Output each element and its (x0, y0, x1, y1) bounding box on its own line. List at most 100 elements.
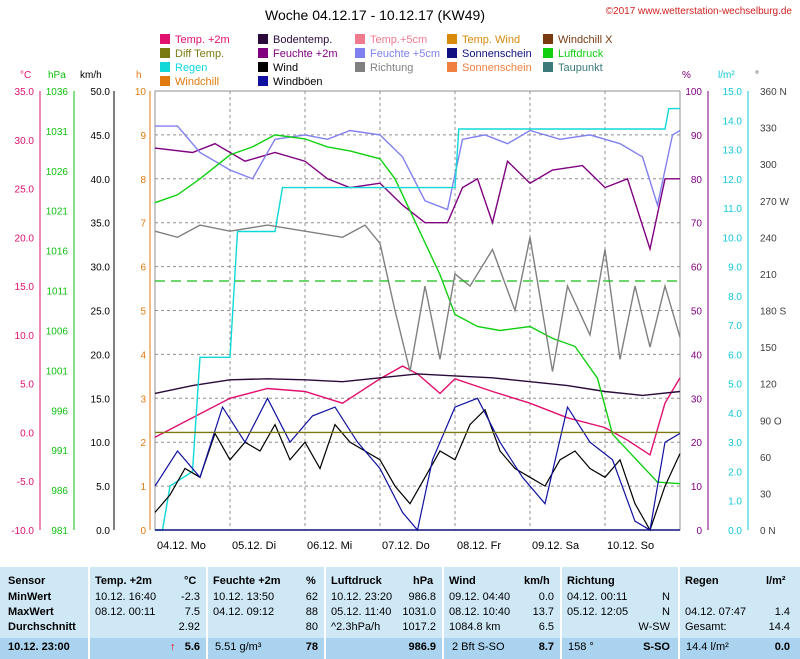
table-cell-wind-time: 09.12. 04:40 (449, 591, 511, 603)
hpa-tick: 991 (51, 446, 68, 457)
table-cell-rain-val: 14.4 (768, 621, 790, 633)
dir-tick: 270 W (760, 197, 789, 208)
hpa-tick: 996 (51, 406, 68, 417)
table-cell-wind-val: 13.7 (532, 606, 554, 618)
table-cell-wind-val: 0.0 (538, 591, 554, 603)
kmh-tick: 35.0 (91, 219, 111, 230)
table-cell-press-time: 10.12. 23:20 (331, 591, 393, 603)
temp-tick: 10.0 (15, 331, 35, 342)
series-line-bodentemp- (154, 373, 681, 397)
current-hum: 78 (305, 641, 318, 653)
kmh-tick: 0.0 (96, 526, 110, 537)
table-cell-label: MinWert (8, 591, 52, 603)
table-cell-temp-val: 7.5 (184, 606, 200, 618)
legend-label: Feuchte +2m (273, 48, 338, 60)
kmh-tick: 50.0 (91, 87, 111, 98)
plot-frame (154, 90, 681, 531)
legend-label: Taupunkt (558, 62, 603, 74)
rain-tick: 2.0 (728, 467, 742, 478)
h-tick: 3 (140, 394, 146, 405)
rain-tick: 10.0 (723, 233, 743, 244)
kmh-tick: 45.0 (91, 131, 111, 142)
table-cell-temp-time: 10.12. 16:40 (95, 591, 157, 603)
temp-tick: 35.0 (15, 87, 35, 98)
kmh-tick: 25.0 (91, 307, 111, 318)
table-cell-hum-val: 88 (305, 606, 318, 618)
table-cell-label: Durchschnitt (8, 621, 76, 633)
series-line-windb-en (154, 396, 681, 532)
current-rain: 0.0 (774, 641, 790, 653)
hpa-tick: 1001 (46, 366, 69, 377)
h-tick: 6 (140, 263, 146, 274)
x-tick-label: 09.12. Sa (532, 540, 580, 552)
temp-unit: °C (20, 70, 31, 81)
rain-tick: 13.0 (723, 146, 743, 157)
hpa-tick: 1006 (46, 326, 69, 337)
header-wind: Wind (449, 575, 476, 587)
legend-swatch (447, 34, 457, 44)
copyright: ©2017 www.wetterstation-wechselburg.de (606, 6, 793, 17)
legend-label: Temp. +2m (175, 34, 230, 46)
temp-tick: 15.0 (15, 282, 35, 293)
kmh-tick: 15.0 (91, 394, 111, 405)
dir-tick: 90 O (760, 416, 782, 427)
stats-table: Sensor Temp. +2m °C Feuchte +2m % Luftdr… (0, 567, 800, 659)
rain-tick: 0.0 (728, 526, 742, 537)
table-cell-hum-time: 10.12. 13:50 (213, 591, 275, 603)
chart-title: Woche 04.12.17 - 10.12.17 (KW49) (265, 7, 485, 23)
h-tick: 2 (140, 438, 146, 449)
header-temp: Temp. +2m (95, 575, 152, 587)
series-line-richtung (154, 224, 681, 372)
dir-tick: 360 N (760, 87, 787, 98)
legend-swatch (258, 62, 268, 72)
header-wind-unit: km/h (524, 575, 550, 587)
x-tick-label: 08.12. Fr (457, 540, 501, 552)
table-cell-press-val: 986.8 (408, 591, 436, 603)
rain-tick: 3.0 (728, 438, 742, 449)
legend-label: Diff Temp. (175, 48, 224, 60)
dir-tick: 150 (760, 343, 777, 354)
header-press-unit: hPa (413, 575, 434, 587)
dir-tick: 240 (760, 233, 777, 244)
header-temp-unit: °C (184, 575, 197, 587)
table-cell-press-val: 1031.0 (402, 606, 436, 618)
header-sensor: Sensor (8, 575, 46, 587)
legend-swatch (160, 76, 170, 86)
table-cell-temp-val: 2.92 (178, 621, 200, 633)
rain-tick: 5.0 (728, 380, 742, 391)
legend-swatch (258, 48, 268, 58)
table-cell-press-time: ^2.3hPa/h (331, 621, 381, 633)
legend-swatch (355, 34, 365, 44)
legend-label: Feuchte +5cm (370, 48, 440, 60)
hpa-tick: 1016 (46, 247, 69, 258)
h-tick: 1 (140, 482, 146, 493)
header-press: Luftdruck (331, 575, 382, 587)
table-cell-wind-time: 1084.8 km (449, 621, 501, 633)
dir-tick: 60 (760, 453, 772, 464)
pct-tick: 50 (691, 307, 703, 318)
rain-tick: 15.0 (723, 87, 743, 98)
hpa-tick: 1031 (46, 127, 69, 138)
temp-tick: 20.0 (15, 233, 35, 244)
dir-tick: 120 (760, 380, 777, 391)
rain-tick: 14.0 (723, 116, 743, 127)
x-tick-label: 10.12. So (607, 540, 654, 552)
pct-tick: 30 (691, 394, 703, 405)
kmh-unit: km/h (80, 70, 102, 81)
table-cell-dir-val: N (662, 606, 670, 618)
legend-swatch (258, 34, 268, 44)
h-tick: 8 (140, 175, 146, 186)
series-line-feuchte-2m (154, 142, 680, 252)
pct-tick: 90 (691, 131, 703, 142)
legend-swatch (160, 48, 170, 58)
h-tick: 4 (140, 350, 146, 361)
h-tick: 5 (140, 307, 146, 318)
dir-tick: 30 (760, 489, 772, 500)
table-cell-rain-val: 1.4 (774, 606, 790, 618)
current-label: 10.12. 23:00 (8, 641, 70, 653)
legend-label: Richtung (370, 62, 413, 74)
table-cell-dir-time: 05.12. 12:05 (567, 606, 629, 618)
plot-area (154, 107, 681, 532)
rain-tick: 1.0 (728, 497, 742, 508)
hpa-tick: 1036 (46, 87, 69, 98)
